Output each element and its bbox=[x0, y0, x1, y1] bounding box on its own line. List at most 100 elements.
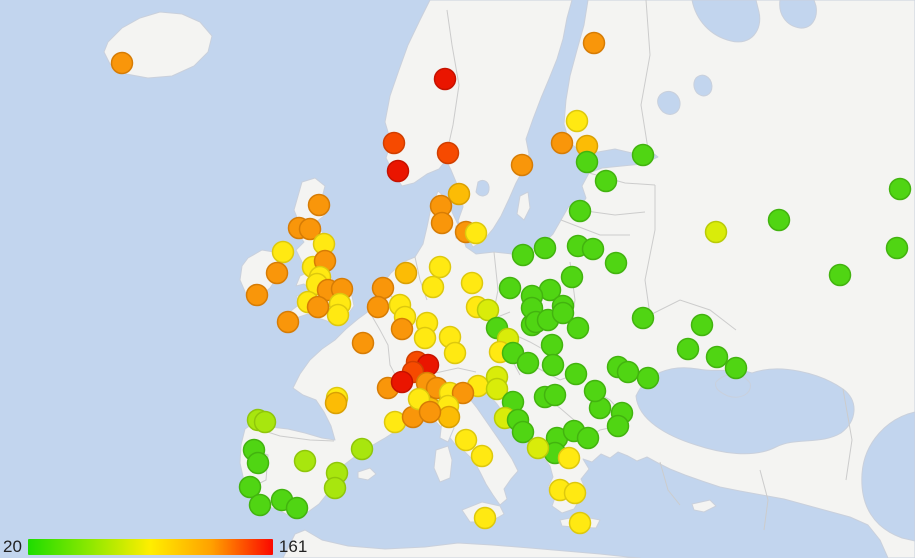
city-marker[interactable] bbox=[476, 298, 500, 322]
city-marker[interactable] bbox=[443, 341, 467, 365]
city-marker[interactable] bbox=[676, 337, 700, 361]
land-gotland bbox=[516, 191, 531, 221]
city-marker[interactable] bbox=[550, 131, 574, 155]
city-marker[interactable] bbox=[543, 383, 567, 407]
legend-gradient-bar bbox=[27, 538, 273, 555]
city-marker[interactable] bbox=[433, 67, 457, 91]
city-marker[interactable] bbox=[888, 177, 912, 201]
city-marker[interactable] bbox=[767, 208, 791, 232]
city-marker[interactable] bbox=[566, 316, 590, 340]
city-marker[interactable] bbox=[568, 511, 592, 535]
city-marker[interactable] bbox=[324, 391, 348, 415]
city-marker[interactable] bbox=[631, 143, 655, 167]
city-marker[interactable] bbox=[616, 360, 640, 384]
city-marker[interactable] bbox=[350, 437, 374, 461]
city-marker[interactable] bbox=[371, 276, 395, 300]
city-marker[interactable] bbox=[885, 236, 909, 260]
city-marker[interactable] bbox=[510, 153, 534, 177]
city-marker[interactable] bbox=[526, 436, 550, 460]
city-marker[interactable] bbox=[533, 236, 557, 260]
city-marker[interactable] bbox=[582, 31, 606, 55]
city-marker[interactable] bbox=[386, 159, 410, 183]
city-marker[interactable] bbox=[382, 131, 406, 155]
city-marker[interactable] bbox=[248, 493, 272, 517]
city-marker[interactable] bbox=[557, 446, 581, 470]
city-marker[interactable] bbox=[451, 381, 475, 405]
city-marker[interactable] bbox=[366, 295, 390, 319]
city-markers bbox=[110, 31, 912, 535]
black-sea bbox=[635, 367, 855, 455]
city-marker[interactable] bbox=[293, 449, 317, 473]
city-marker[interactable] bbox=[704, 220, 728, 244]
city-marker[interactable] bbox=[631, 306, 655, 330]
city-marker[interactable] bbox=[828, 263, 852, 287]
city-marker[interactable] bbox=[430, 211, 454, 235]
city-marker[interactable] bbox=[560, 265, 584, 289]
city-marker[interactable] bbox=[306, 295, 330, 319]
land-mallorca bbox=[357, 467, 377, 481]
land-cyprus bbox=[691, 499, 717, 513]
city-marker[interactable] bbox=[110, 51, 134, 75]
city-marker[interactable] bbox=[594, 169, 618, 193]
legend-min-label: 20 bbox=[3, 537, 22, 556]
city-marker[interactable] bbox=[705, 345, 729, 369]
city-marker[interactable] bbox=[436, 141, 460, 165]
city-marker[interactable] bbox=[564, 362, 588, 386]
city-marker[interactable] bbox=[276, 310, 300, 334]
city-marker[interactable] bbox=[413, 326, 437, 350]
city-marker[interactable] bbox=[470, 444, 494, 468]
city-marker[interactable] bbox=[390, 317, 414, 341]
city-marker[interactable] bbox=[511, 243, 535, 267]
city-marker[interactable] bbox=[636, 366, 660, 390]
city-marker[interactable] bbox=[516, 351, 540, 375]
city-marker[interactable] bbox=[581, 237, 605, 261]
city-marker[interactable] bbox=[418, 400, 442, 424]
city-marker[interactable] bbox=[498, 276, 522, 300]
land-ireland bbox=[239, 249, 281, 299]
city-marker[interactable] bbox=[606, 414, 630, 438]
city-marker[interactable] bbox=[351, 331, 375, 355]
city-marker[interactable] bbox=[323, 476, 347, 500]
land-sardinia bbox=[433, 445, 453, 483]
city-marker[interactable] bbox=[307, 193, 331, 217]
city-marker[interactable] bbox=[265, 261, 289, 285]
city-marker[interactable] bbox=[604, 251, 628, 275]
city-marker[interactable] bbox=[390, 370, 414, 394]
legend-max-label: 161 bbox=[278, 537, 308, 556]
city-marker[interactable] bbox=[724, 356, 748, 380]
caspian-sea bbox=[861, 411, 915, 542]
city-marker[interactable] bbox=[238, 475, 262, 499]
city-marker[interactable] bbox=[563, 481, 587, 505]
city-marker[interactable] bbox=[473, 506, 497, 530]
city-marker[interactable] bbox=[245, 283, 269, 307]
city-marker[interactable] bbox=[437, 405, 461, 429]
city-marker[interactable] bbox=[575, 150, 599, 174]
city-marker[interactable] bbox=[511, 420, 535, 444]
land-north-africa bbox=[282, 529, 641, 558]
city-marker[interactable] bbox=[271, 240, 295, 264]
city-marker[interactable] bbox=[454, 428, 478, 452]
city-marker[interactable] bbox=[326, 303, 350, 327]
city-marker[interactable] bbox=[246, 451, 270, 475]
city-marker[interactable] bbox=[460, 271, 484, 295]
city-marker[interactable] bbox=[568, 199, 592, 223]
city-marker[interactable] bbox=[551, 301, 575, 325]
city-marker[interactable] bbox=[576, 426, 600, 450]
city-marker[interactable] bbox=[464, 221, 488, 245]
city-marker[interactable] bbox=[540, 333, 564, 357]
city-marker[interactable] bbox=[565, 109, 589, 133]
lake-ladoga bbox=[657, 91, 681, 115]
city-marker[interactable] bbox=[583, 379, 607, 403]
city-marker[interactable] bbox=[428, 255, 452, 279]
city-marker[interactable] bbox=[298, 217, 322, 241]
city-marker[interactable] bbox=[690, 313, 714, 337]
city-marker[interactable] bbox=[253, 410, 277, 434]
city-marker[interactable] bbox=[394, 261, 418, 285]
city-marker[interactable] bbox=[485, 377, 509, 401]
city-marker[interactable] bbox=[285, 496, 309, 520]
city-marker[interactable] bbox=[421, 275, 445, 299]
city-marker[interactable] bbox=[447, 182, 471, 206]
city-marker[interactable] bbox=[541, 353, 565, 377]
